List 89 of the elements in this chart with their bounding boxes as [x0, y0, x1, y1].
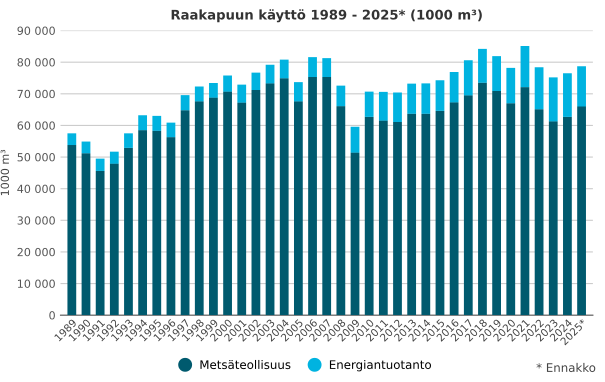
y-tick-label: 80 000 — [18, 58, 55, 67]
bar — [67, 145, 76, 316]
bar — [223, 92, 232, 316]
bar — [492, 56, 502, 91]
bar — [350, 126, 360, 153]
bar — [280, 60, 289, 78]
y-tick-label: 0 — [49, 311, 55, 320]
bar — [336, 106, 346, 316]
bar — [209, 98, 218, 316]
bar — [308, 57, 317, 78]
bar — [138, 130, 148, 316]
bar — [166, 137, 176, 316]
y-tick-label: 20 000 — [18, 248, 55, 256]
bar — [308, 77, 317, 316]
bar — [252, 72, 260, 90]
bar — [209, 83, 218, 98]
y-axis-title: 1000 m³ — [0, 150, 10, 196]
bar — [393, 122, 402, 316]
bar — [421, 114, 430, 316]
bar — [478, 48, 487, 83]
y-tick-label: 60 000 — [18, 121, 55, 130]
bar — [364, 116, 374, 316]
text: * Ennakko — [536, 362, 596, 372]
bar — [124, 148, 133, 316]
bar — [266, 83, 274, 316]
bar — [96, 158, 105, 171]
bar — [237, 84, 246, 103]
bar — [577, 106, 586, 316]
bar — [464, 95, 473, 316]
bar — [350, 152, 360, 316]
bar — [534, 109, 544, 316]
bar — [492, 90, 502, 316]
bar — [563, 73, 572, 117]
chart-title: Raakapuun käyttö 1989 - 2025* (1000 m³) — [172, 9, 482, 22]
y-tick-label: 90 000 — [17, 26, 55, 35]
bar — [436, 110, 444, 316]
bar — [138, 115, 148, 130]
bar — [450, 102, 459, 316]
bar — [534, 67, 544, 110]
bar — [67, 133, 76, 146]
bar — [252, 90, 260, 316]
bar — [194, 86, 204, 102]
bar — [166, 122, 176, 138]
bar — [110, 152, 119, 164]
legend-label: Energiantuotanto — [330, 360, 432, 372]
bar — [237, 102, 246, 316]
bar — [223, 75, 232, 92]
bar — [450, 72, 459, 102]
legend-label: Metsäteollisuus — [200, 360, 290, 370]
bar — [294, 82, 303, 102]
bar — [266, 64, 274, 84]
bar — [378, 92, 388, 121]
bar — [96, 170, 105, 316]
bar — [548, 121, 558, 316]
bar — [520, 87, 530, 316]
bar — [464, 60, 473, 96]
bar — [322, 77, 332, 316]
bar — [82, 153, 90, 316]
y-tick-label: 30 000 — [18, 216, 55, 225]
bar — [336, 86, 346, 106]
bar — [436, 80, 444, 111]
bar — [506, 103, 516, 316]
y-tick-label: 70 000 — [18, 90, 55, 98]
bar — [194, 101, 204, 316]
bar — [152, 116, 162, 131]
bar — [364, 92, 374, 117]
y-tick-label: 50 000 — [18, 153, 55, 162]
bar — [322, 58, 332, 78]
y-tick-label: 40 000 — [17, 184, 55, 194]
bar — [563, 116, 572, 316]
bar — [407, 114, 416, 316]
bar — [378, 120, 388, 316]
bar — [548, 77, 558, 122]
bar — [421, 83, 430, 114]
bar — [280, 78, 289, 316]
bar — [294, 101, 303, 316]
bar — [520, 46, 530, 88]
bar — [110, 164, 119, 316]
bar — [478, 82, 487, 316]
bar — [82, 142, 90, 154]
bar — [180, 95, 190, 110]
bar — [506, 68, 516, 104]
bar — [180, 110, 190, 316]
bar — [577, 66, 586, 106]
y-tick-label: 10 000 — [18, 280, 55, 288]
bar — [407, 84, 416, 114]
bar — [393, 92, 402, 122]
bar — [152, 130, 162, 316]
bar — [124, 133, 133, 148]
